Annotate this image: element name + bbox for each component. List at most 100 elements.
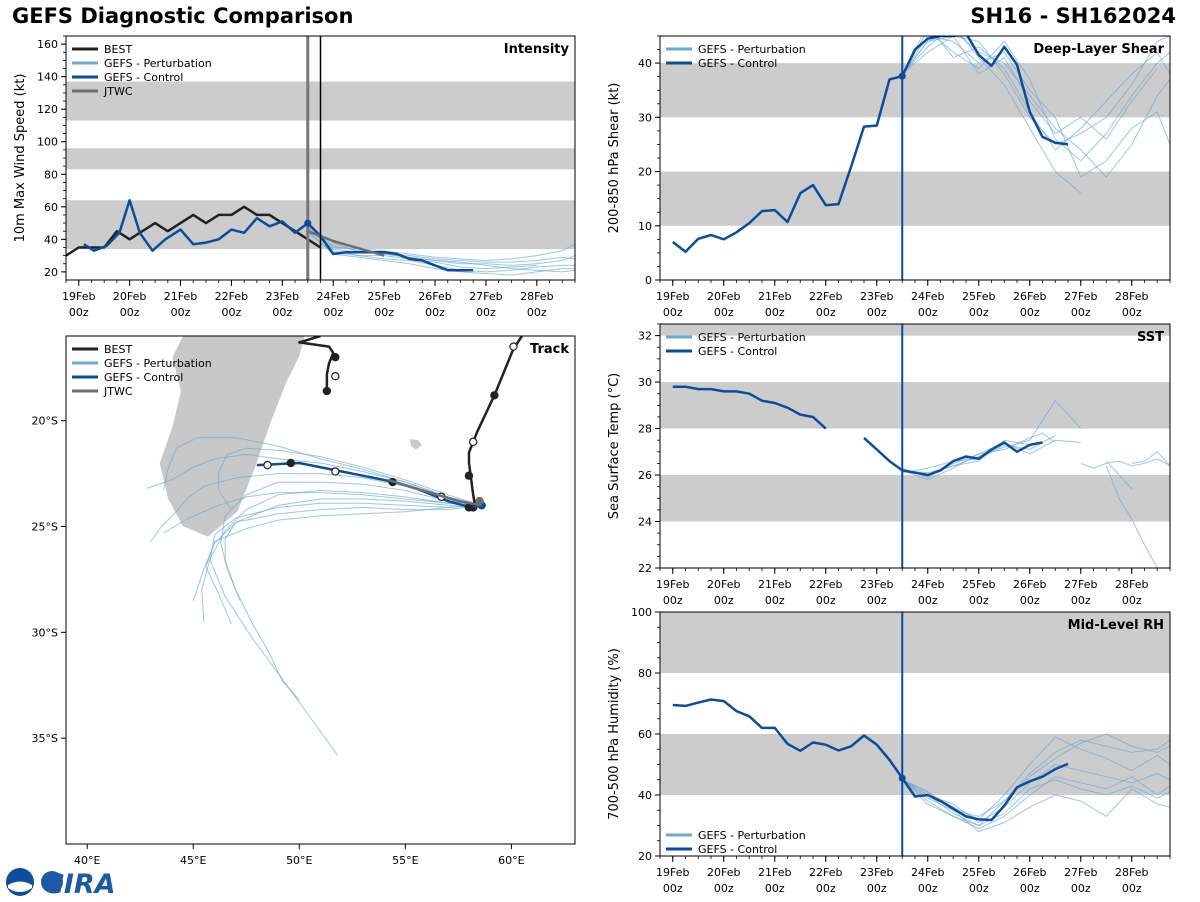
series-line-perturbation bbox=[192, 498, 482, 601]
y-tick-label: 80 bbox=[44, 168, 58, 181]
x-tick-label: 55°E bbox=[392, 854, 418, 867]
y-tick-label: 26 bbox=[638, 469, 652, 482]
series-line-perturbation bbox=[201, 490, 482, 622]
x-tick-hour-label: 00z bbox=[171, 306, 191, 319]
series-line-perturbation bbox=[205, 504, 482, 625]
plot-area bbox=[66, 36, 575, 280]
x-tick-hour-label: 00z bbox=[969, 306, 989, 319]
series-line-control bbox=[672, 385, 827, 430]
series-line-perturbation bbox=[1080, 458, 1170, 469]
plot-area bbox=[146, 336, 524, 756]
x-tick-hour-label: 00z bbox=[69, 306, 89, 319]
y-tick-label: 25°S bbox=[32, 521, 58, 534]
noaa-cira-logo: CIRA bbox=[4, 866, 116, 902]
series-line-perturbation bbox=[901, 779, 1170, 826]
x-tick-day-label: 22Feb bbox=[809, 578, 842, 591]
y-tick-label: 100 bbox=[37, 136, 58, 149]
y-tick-label: 30°S bbox=[32, 626, 58, 639]
x-tick-day-label: 20Feb bbox=[113, 290, 146, 303]
x-tick-hour-label: 00z bbox=[816, 594, 836, 607]
track-position-marker bbox=[263, 460, 272, 470]
x-tick-hour-label: 00z bbox=[918, 882, 938, 895]
x-tick-day-label: 19Feb bbox=[656, 578, 689, 591]
globe-icon bbox=[41, 871, 63, 893]
chart-intensity: 20 40 60 80 100 120 140 160 19Feb 00z 20Feb 00z 21Fe… bbox=[13, 35, 576, 319]
plot-area bbox=[660, 324, 1170, 568]
x-tick-hour-label: 00z bbox=[663, 306, 683, 319]
x-tick-hour-label: 00z bbox=[1122, 594, 1142, 607]
x-tick-hour-label: 00z bbox=[1020, 306, 1040, 319]
y-tick-label: 20 bbox=[638, 850, 652, 863]
series-line-perturbation bbox=[1131, 451, 1170, 467]
x-tick-hour-label: 00z bbox=[222, 306, 242, 319]
legend-entry: BEST bbox=[104, 343, 132, 356]
y-tick-label: 160 bbox=[37, 38, 58, 51]
series-line-perturbation bbox=[220, 481, 482, 601]
y-tick-label: 28 bbox=[638, 423, 652, 436]
x-tick-day-label: 27Feb bbox=[469, 290, 502, 303]
x-tick-day-label: 27Feb bbox=[1064, 578, 1097, 591]
page-title: GEFS Diagnostic Comparison bbox=[12, 4, 354, 28]
y-tick-label: 60 bbox=[44, 201, 58, 214]
x-tick-label: 40°E bbox=[74, 854, 100, 867]
series-line-perturbation bbox=[902, 439, 1030, 474]
x-tick-day-label: 28Feb bbox=[1115, 290, 1148, 303]
x-tick-day-label: 28Feb bbox=[520, 290, 553, 303]
x-tick-day-label: 20Feb bbox=[707, 866, 740, 879]
legend-entry: GEFS - Control bbox=[104, 371, 183, 384]
y-tick-label: 60 bbox=[638, 728, 652, 741]
series-line-perturbation bbox=[163, 437, 482, 506]
shaded-band bbox=[660, 63, 1170, 118]
y-tick-label: 10 bbox=[638, 220, 652, 233]
panel-title: Mid-Level RH bbox=[1068, 618, 1164, 633]
x-tick-hour-label: 00z bbox=[1071, 306, 1091, 319]
x-tick-hour-label: 00z bbox=[1020, 882, 1040, 895]
y-tick-label: 20 bbox=[44, 266, 58, 279]
y-axis-label: Sea Surface Temp (°C) bbox=[607, 373, 622, 520]
series-line-perturbation bbox=[902, 432, 1056, 478]
y-tick-label: 100 bbox=[631, 606, 652, 619]
y-axis-label: 200-850 hPa Shear (kt) bbox=[607, 83, 622, 234]
y-axis-label: 10m Max Wind Speed (kt) bbox=[13, 74, 28, 243]
x-tick-day-label: 27Feb bbox=[1064, 866, 1097, 879]
series-line-perturbation bbox=[902, 764, 1170, 823]
x-tick-hour-label: 00z bbox=[918, 594, 938, 607]
x-tick-day-label: 21Feb bbox=[758, 290, 791, 303]
x-tick-day-label: 21Feb bbox=[164, 290, 197, 303]
shaded-band bbox=[660, 612, 1170, 673]
x-tick-hour-label: 00z bbox=[816, 306, 836, 319]
panel-title: Deep-Layer Shear bbox=[1033, 42, 1164, 57]
x-tick-hour-label: 00z bbox=[816, 882, 836, 895]
track-position-marker bbox=[475, 496, 484, 506]
track-position-marker bbox=[464, 471, 474, 480]
series-line-perturbation bbox=[901, 36, 1158, 140]
track-position-marker bbox=[490, 391, 499, 400]
storm-id: SH16 - SH162024 bbox=[970, 4, 1176, 28]
y-tick-label: 40 bbox=[638, 789, 652, 802]
panel-title: Track bbox=[530, 342, 569, 357]
x-tick-day-label: 25Feb bbox=[962, 578, 995, 591]
x-tick-day-label: 21Feb bbox=[758, 578, 791, 591]
x-tick-day-label: 20Feb bbox=[707, 578, 740, 591]
track-position-marker bbox=[322, 386, 332, 396]
track-position-marker bbox=[331, 352, 340, 362]
x-tick-hour-label: 00z bbox=[969, 882, 989, 895]
x-tick-hour-label: 00z bbox=[374, 306, 394, 319]
x-tick-day-label: 24Feb bbox=[316, 290, 349, 303]
series-line-best bbox=[467, 336, 524, 508]
x-tick-label: 50°E bbox=[286, 854, 312, 867]
y-axis-label: 700-500 hPa Humidity (%) bbox=[607, 648, 622, 820]
track-position-marker bbox=[469, 437, 478, 447]
track-position-marker bbox=[331, 372, 340, 381]
y-tick-label: 40 bbox=[638, 57, 652, 70]
x-tick-day-label: 24Feb bbox=[911, 866, 944, 879]
legend-entry: GEFS - Control bbox=[698, 345, 777, 358]
x-tick-day-label: 20Feb bbox=[707, 290, 740, 303]
legend-entry: GEFS - Perturbation bbox=[698, 829, 806, 842]
series-line-perturbation bbox=[307, 225, 575, 263]
chart-track: 20°S 25°S 30°S 35°S 40°E 45°E 50°E 55°E 60°E Trac… bbox=[32, 335, 576, 867]
series-line-perturbation bbox=[901, 36, 1170, 151]
series-line-perturbation bbox=[224, 504, 482, 701]
